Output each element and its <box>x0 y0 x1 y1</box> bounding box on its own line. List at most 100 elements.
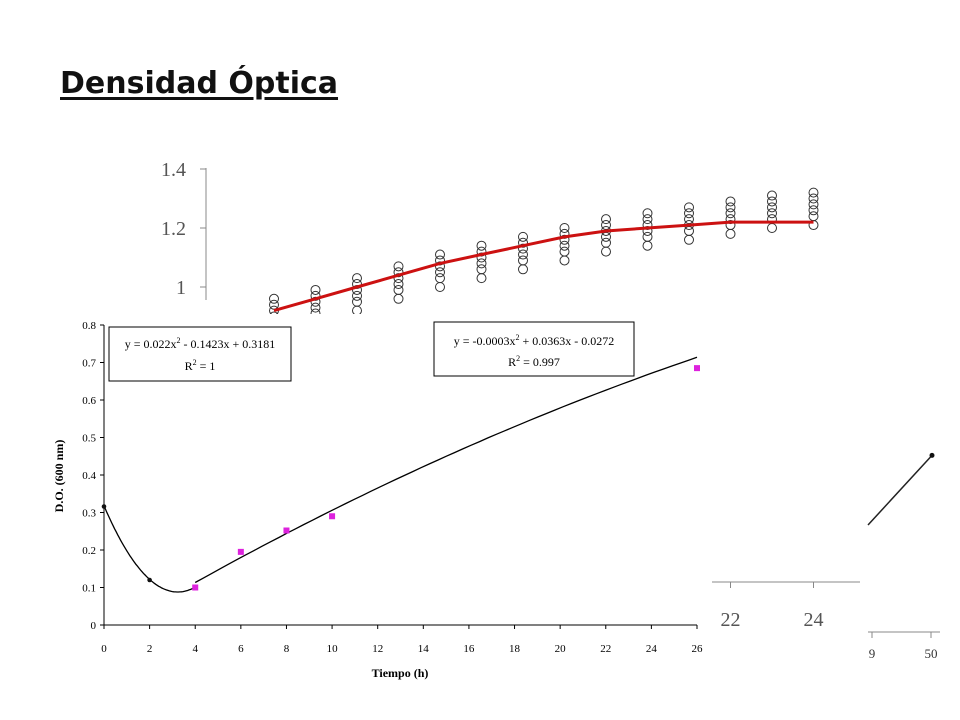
main-y-tick-label: 0.7 <box>82 358 96 370</box>
bg1-data-point <box>435 273 445 284</box>
bg1-data-point <box>518 237 528 248</box>
bg1-data-point <box>601 246 611 257</box>
bg1-data-point <box>767 202 777 213</box>
main-x-tick-label: 2 <box>147 643 153 655</box>
bg1-data-point <box>601 214 611 225</box>
main-y-tick-label: 0.8 <box>82 320 96 332</box>
main-data-point-square <box>192 584 199 591</box>
bg1-data-point <box>352 305 362 316</box>
bg1-data-point <box>559 246 570 257</box>
bg1-data-point <box>435 249 445 260</box>
bg1-data-point <box>393 293 404 304</box>
equation-1: y = 0.022x2 - 0.1423x + 0.3181 <box>125 336 276 351</box>
main-x-tick-label: 18 <box>509 643 521 655</box>
bg2-x-tick-label: 50 <box>925 646 938 661</box>
main-data-point-square <box>329 513 336 520</box>
bg2-series-line <box>867 454 933 526</box>
bg1-data-point <box>269 293 279 304</box>
bg1-data-point <box>725 202 736 213</box>
bg1-data-point <box>642 231 653 242</box>
bg1-data-point <box>642 225 653 236</box>
main-x-tick-label: 6 <box>238 643 244 655</box>
bg1-data-point <box>767 214 777 225</box>
bg1-data-point <box>642 208 653 219</box>
bg1-data-point <box>559 223 570 233</box>
bg1-data-point <box>559 240 570 251</box>
bg2-point <box>929 452 935 458</box>
bg1-data-point <box>393 284 404 295</box>
bg1-x-tick-label: 22 <box>721 609 741 631</box>
equation-2: y = -0.0003x2 + 0.0363x - 0.0272 <box>454 333 615 348</box>
bg1-y-tick-label: 1.2 <box>161 218 186 240</box>
bg1-data-point <box>518 231 528 242</box>
main-x-tick-label: 22 <box>600 643 611 655</box>
main-x-tick-label: 16 <box>463 643 475 655</box>
bg1-y-tick-label: 1.4 <box>161 159 186 181</box>
bg1-data-point <box>476 264 487 275</box>
bg1-data-point <box>476 273 487 284</box>
bg1-data-point <box>393 279 404 290</box>
bg1-data-point <box>725 228 736 239</box>
main-data-point-dot <box>101 504 107 509</box>
bg1-data-point <box>767 223 777 233</box>
bg1-data-point <box>684 234 694 245</box>
bg1-data-point <box>352 290 362 301</box>
main-y-tick-label: 0.4 <box>82 470 96 482</box>
bg1-fit-line <box>273 220 814 313</box>
main-x-tick-label: 4 <box>192 643 198 655</box>
bg2-x-tick-label: 9 <box>869 646 876 661</box>
main-chart: 00.10.20.30.40.50.60.70.8 0 2 4 6 8 10 12 14 16 1… <box>52 320 703 680</box>
bg1-data-point <box>808 187 819 198</box>
x-axis-label: Tiempo (h) <box>372 666 429 680</box>
main-x-tick-label: 12 <box>372 643 383 655</box>
main-x-tick-label: 20 <box>555 643 567 655</box>
bg1-data-point <box>559 255 570 266</box>
bg1-data-point <box>725 220 736 231</box>
bg1-data-point <box>684 202 694 213</box>
main-y-tick-label: 0 <box>91 620 97 632</box>
bg1-data-point <box>518 255 528 266</box>
bg1-data-point <box>310 284 321 295</box>
bg1-data-point <box>352 273 362 284</box>
main-x-tick-label: 14 <box>418 643 430 655</box>
bg1-data-point <box>435 267 445 278</box>
bg1-data-point <box>808 193 819 204</box>
bg1-data-point <box>684 208 694 219</box>
bg1-data-point <box>767 208 777 219</box>
main-x-tick-label: 24 <box>646 643 658 655</box>
main-x-tick-label: 26 <box>692 643 704 655</box>
bg1-data-point <box>352 296 362 307</box>
bg1-data-point <box>725 196 736 207</box>
bg1-data-point <box>435 261 445 272</box>
r-squared-2: R2 = 0.997 <box>508 354 560 369</box>
bg1-data-point <box>476 258 487 269</box>
bg1-data-point <box>518 264 528 275</box>
bg1-data-point <box>767 196 777 207</box>
equation-box-1: y = 0.022x2 - 0.1423x + 0.3181 R2 = 1 <box>108 326 292 382</box>
main-y-tick-label: 0.2 <box>82 545 96 557</box>
main-x-tick-label: 8 <box>284 643 290 655</box>
main-x-tick-label: 0 <box>101 643 107 655</box>
bg1-data-point <box>393 261 404 272</box>
main-data-point-dot <box>147 577 152 583</box>
bg1-data-point <box>725 214 736 225</box>
page-title: Densidad Óptica <box>60 66 339 101</box>
main-data-point-square <box>694 365 700 372</box>
bg1-data-point <box>476 240 487 251</box>
bg1-data-point <box>642 214 653 225</box>
fit-curve-2 <box>194 356 698 584</box>
bg1-x-tick-label: 24 <box>804 609 824 631</box>
main-x-tick-label: 10 <box>327 643 339 655</box>
bg1-data-point <box>518 243 528 254</box>
bg1-data-point <box>725 208 736 219</box>
bg1-data-point <box>435 282 445 292</box>
bg1-data-point <box>642 220 653 231</box>
bg1-data-point <box>310 302 321 313</box>
equation-box-2: y = -0.0003x2 + 0.0363x - 0.0272 R2 = 0.… <box>433 321 635 377</box>
bg1-data-point <box>559 234 570 245</box>
bg1-data-point <box>601 237 611 248</box>
y-axis-label: D.O. (600 nm) <box>52 440 66 513</box>
bg1-data-point <box>808 205 819 216</box>
bg1-data-point <box>518 249 528 260</box>
bg1-data-point <box>476 246 487 257</box>
